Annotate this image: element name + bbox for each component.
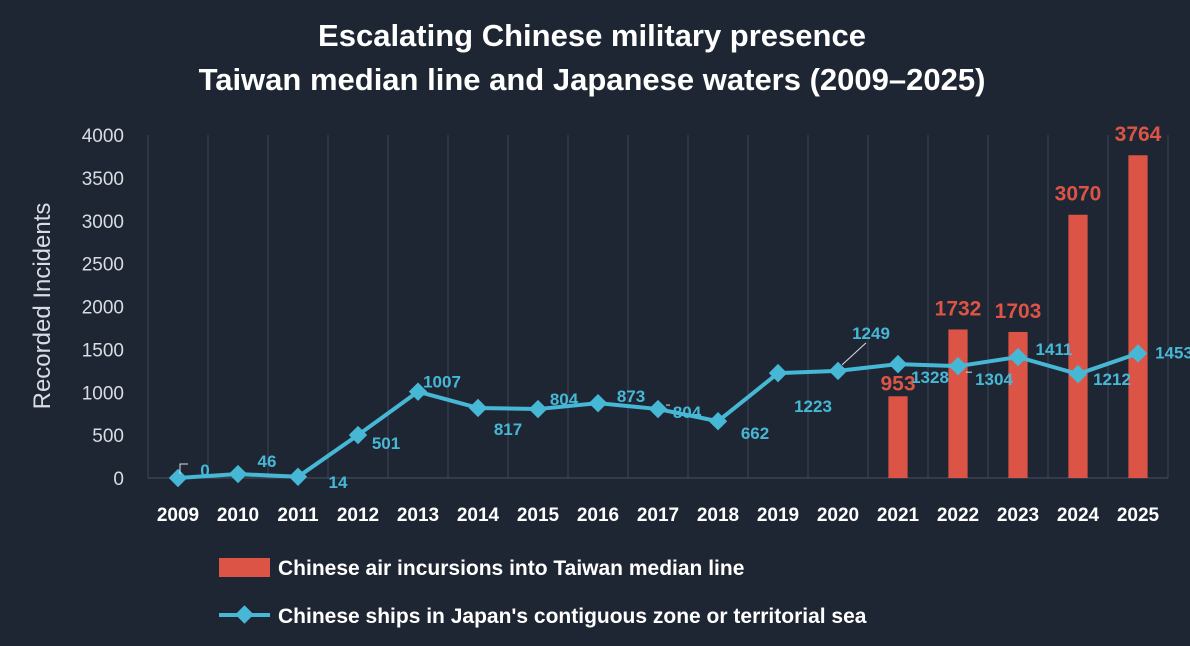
x-tick-label: 2020 [817, 505, 859, 526]
ships-value-label: 1223 [794, 397, 832, 416]
y-tick-label: 0 [113, 469, 124, 490]
x-tick-label: 2012 [337, 505, 379, 526]
ships-value-label: 1328 [911, 368, 949, 387]
air-incursion-value-label: 3070 [1055, 183, 1102, 206]
air-incursion-bar [1068, 214, 1088, 478]
air-incursion-bar [948, 329, 968, 478]
ships-value-label: 662 [741, 424, 769, 443]
ships-value-label: 1453 [1155, 343, 1190, 362]
ships-value-label: 501 [372, 434, 400, 453]
x-tick-label: 2023 [997, 505, 1039, 526]
x-tick-label: 2024 [1057, 505, 1100, 526]
x-tick-label: 2021 [877, 505, 920, 526]
y-tick-label: 2500 [82, 255, 124, 276]
legend-ships-marker [235, 605, 254, 624]
ships-marker [588, 393, 608, 413]
chart-subtitle: Taiwan median line and Japanese waters (… [199, 62, 986, 97]
air-incursion-bar [1008, 331, 1028, 478]
x-tick-label: 2017 [637, 505, 679, 526]
x-tick-label: 2014 [457, 505, 500, 526]
ships-marker [708, 412, 728, 431]
air-incursion-bars [888, 155, 1148, 478]
legend: Chinese air incursions into Taiwan media… [219, 557, 867, 628]
leader-line [179, 463, 188, 474]
y-tick-label: 3500 [82, 169, 124, 190]
ships-marker [1068, 364, 1088, 384]
x-tick-label: 2009 [157, 505, 199, 526]
x-tick-label: 2015 [517, 505, 560, 526]
ships-marker [1008, 347, 1028, 367]
air-incursion-bar [888, 396, 908, 478]
data-labels: 953 1732 1703 3070 3764 0 46 14 501 1007 817 804 873… [179, 123, 1190, 492]
ships-marker [408, 382, 428, 401]
y-tick-label: 1000 [82, 383, 124, 404]
ships-value-label: 1212 [1093, 370, 1131, 389]
ships-value-label: 817 [494, 420, 522, 439]
ships-marker [1128, 344, 1148, 363]
ships-marker [348, 425, 368, 445]
leader-line [841, 342, 867, 366]
y-axis-label: Recorded Incidents [29, 203, 56, 410]
legend-air-label: Chinese air incursions into Taiwan media… [278, 557, 744, 580]
ships-marker [288, 467, 308, 486]
y-tick-label: 2000 [82, 298, 124, 319]
x-tick-label: 2025 [1117, 505, 1160, 526]
ships-value-label: 0 [200, 461, 209, 480]
air-incursion-value-label: 1703 [995, 300, 1042, 323]
air-incursion-value-label: 1732 [935, 297, 982, 320]
air-incursion-value-label: 3764 [1115, 123, 1162, 146]
air-incursion-bar [1128, 155, 1148, 478]
ships-value-label: 1411 [1036, 340, 1073, 359]
legend-ships-label: Chinese ships in Japan's contiguous zone… [278, 605, 867, 628]
ships-value-label: 1304 [975, 370, 1013, 389]
x-tick-label: 2022 [937, 505, 979, 526]
ships-value-label: 14 [329, 473, 348, 492]
x-tick-label: 2018 [697, 505, 739, 526]
ships-marker [768, 363, 788, 383]
ships-marker [468, 398, 488, 418]
y-tick-label: 3000 [82, 212, 124, 233]
ships-marker [948, 356, 968, 376]
x-tick-label: 2013 [397, 505, 439, 526]
ships-value-label: 804 [673, 403, 702, 422]
ships-marker [168, 468, 188, 488]
grid-layer [147, 135, 1169, 479]
x-tick-label: 2010 [217, 505, 259, 526]
y-tick-label: 1500 [82, 340, 124, 361]
x-tick-label: 2011 [277, 505, 319, 526]
x-tick-label: 2019 [757, 505, 799, 526]
air-incursion-value-label: 953 [880, 372, 915, 395]
legend-air-swatch [219, 558, 270, 577]
x-tick-label: 2016 [577, 505, 619, 526]
ships-value-label: 46 [258, 452, 277, 471]
y-tick-label: 500 [92, 426, 124, 447]
ships-marker [528, 399, 548, 419]
x-tick-labels: 2009 2010 2011 2012 2013 2014 2015 2016 2017 2018… [157, 505, 1160, 526]
ships-value-label: 1007 [423, 373, 461, 392]
y-tick-label: 4000 [82, 126, 124, 147]
ships-marker [228, 464, 248, 484]
ships-marker [888, 354, 908, 374]
ships-marker [648, 399, 668, 419]
ships-value-label: 804 [550, 390, 579, 409]
ships-value-label: 1249 [852, 324, 890, 343]
chart-title: Escalating Chinese military presence [318, 18, 866, 53]
ships-marker [828, 361, 848, 381]
ships-line-layer [168, 344, 1148, 488]
ships-value-label: 873 [617, 387, 645, 406]
y-tick-labels: 0 500 1000 1500 2000 2500 3000 3500 4000 [82, 126, 124, 490]
